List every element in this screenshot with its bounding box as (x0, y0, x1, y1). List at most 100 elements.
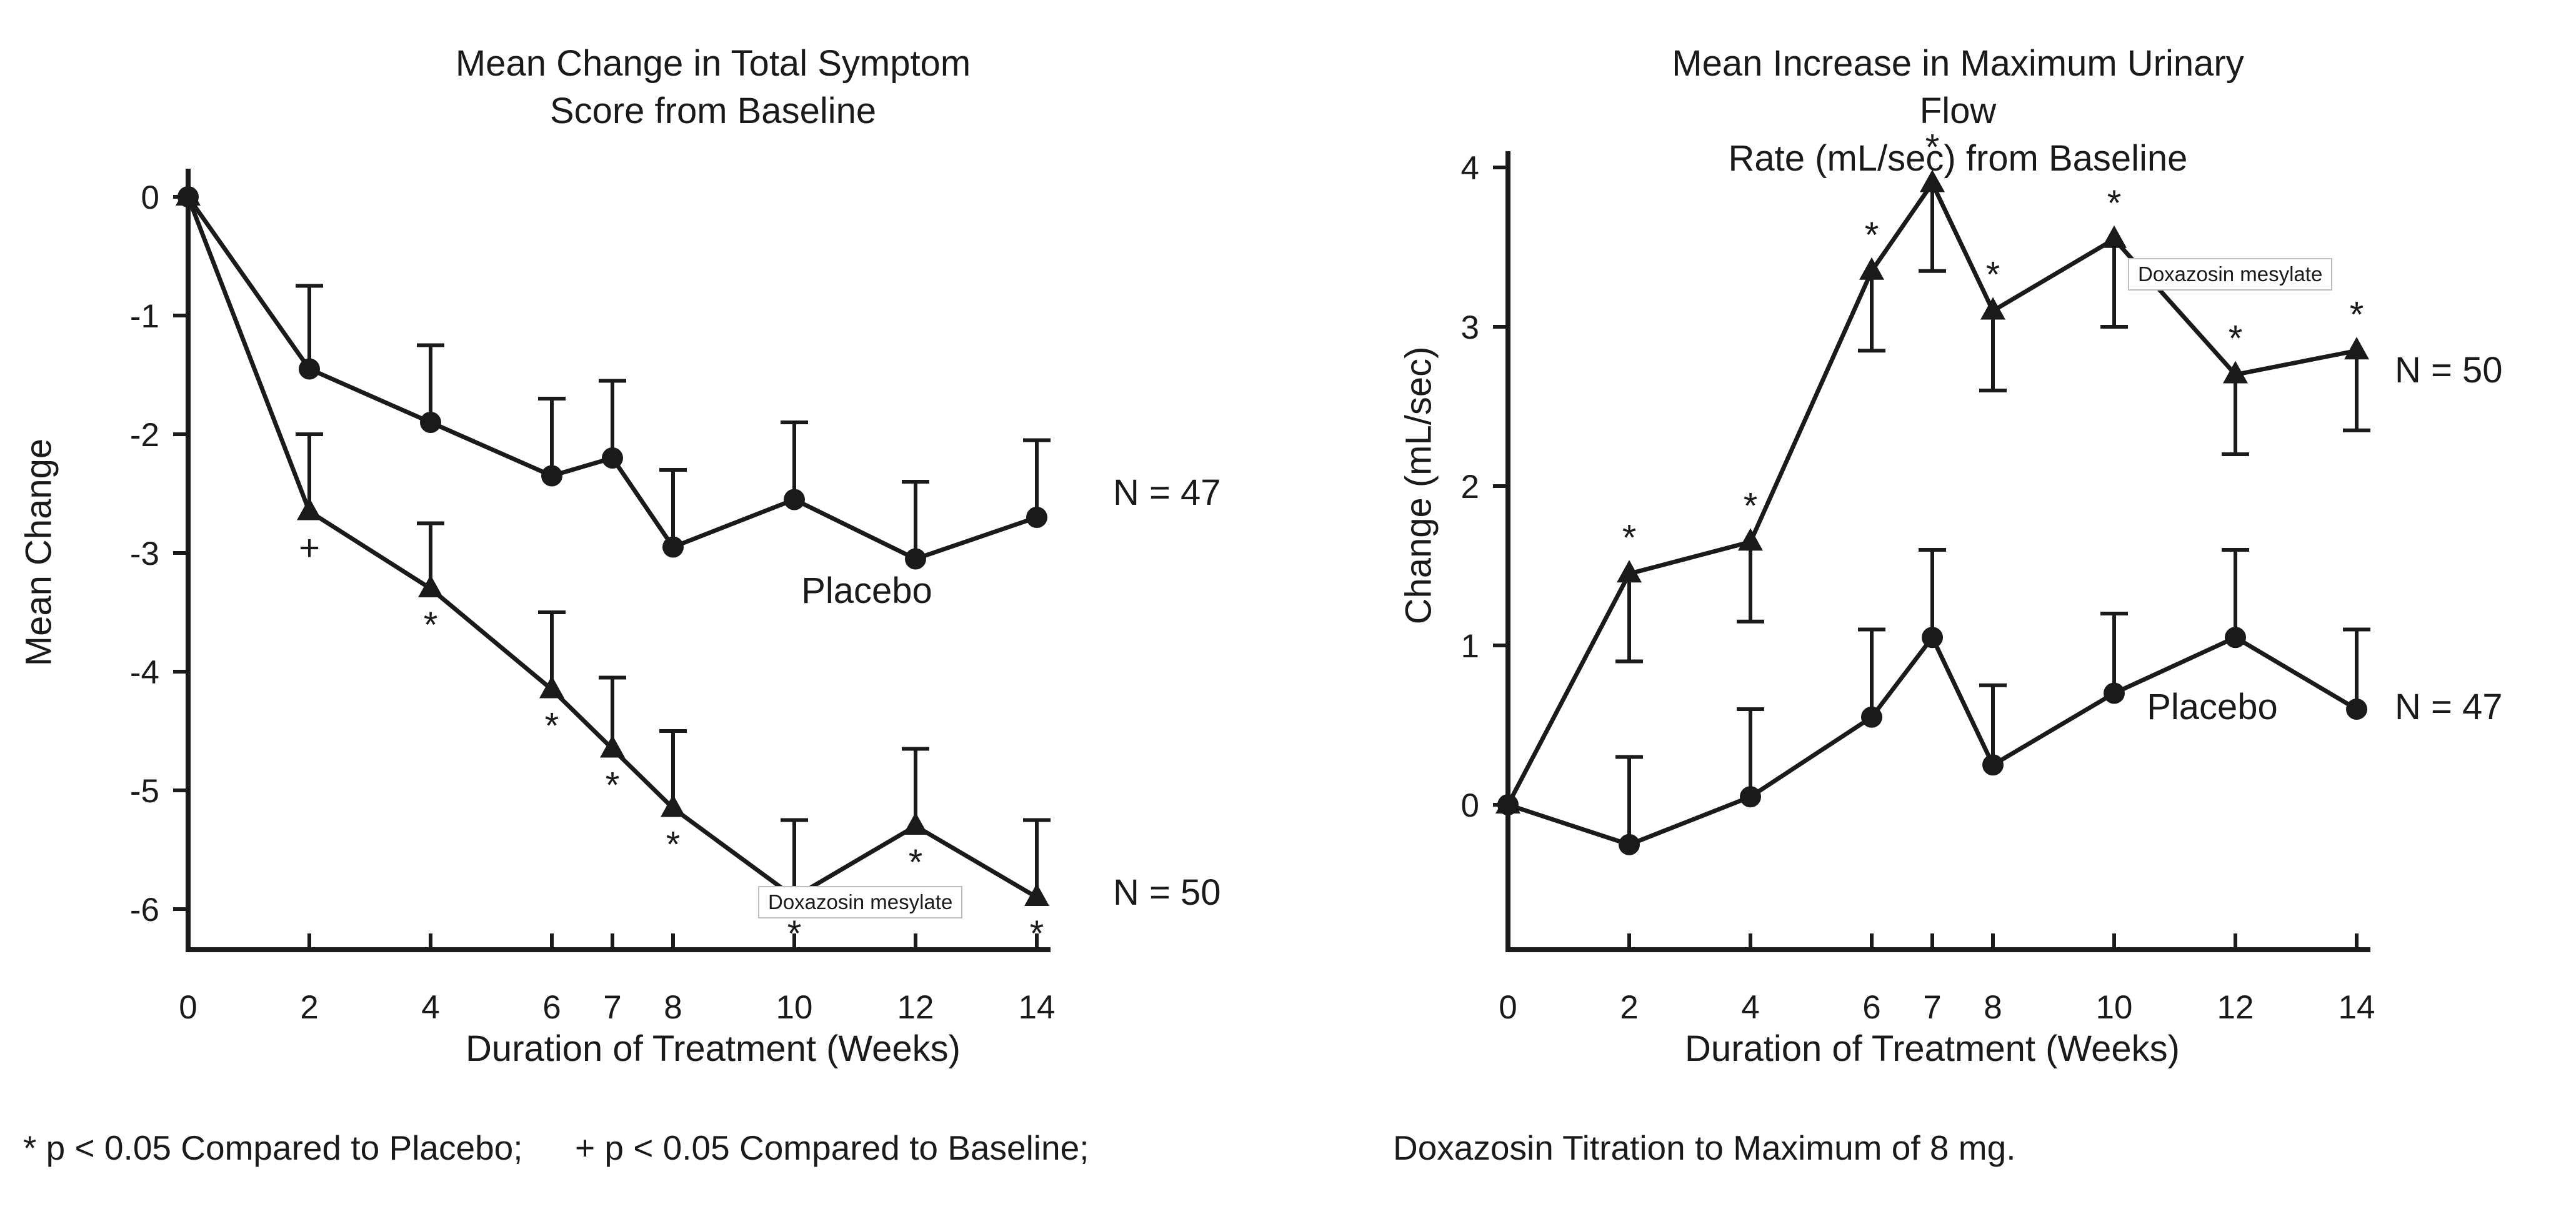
footnote-placebo-significance: * p < 0.05 Compared to Placebo; (23, 1128, 523, 1167)
circle-marker (1026, 507, 1047, 528)
circle-marker (2346, 699, 2367, 720)
significance-mark: * (1986, 255, 2000, 296)
right-placebo-n-count: N = 47 (2395, 687, 2503, 727)
y-tick-label: -3 (130, 535, 159, 572)
triangle-marker (2344, 337, 2369, 360)
significance-mark: * (1865, 215, 1879, 256)
x-tick-label: 14 (2339, 989, 2375, 1026)
y-tick-label: 0 (141, 179, 159, 216)
x-tick-label: 8 (1984, 989, 2002, 1026)
triangle-marker (1980, 297, 2005, 320)
x-tick-label: 12 (897, 989, 934, 1026)
triangle-marker (2102, 225, 2127, 248)
left-chart-xlabel: Duration of Treatment (Weeks) (466, 1028, 961, 1069)
x-tick-label: 0 (179, 989, 197, 1026)
right-doxazosin-n-count: N = 50 (2395, 350, 2503, 391)
circle-marker (1982, 754, 2004, 776)
right-doxazosin-label: Doxazosin mesylate (2128, 258, 2333, 291)
significance-mark: + (299, 528, 320, 569)
circle-marker (662, 536, 684, 558)
right-chart-xlabel: Duration of Treatment (Weeks) (1685, 1028, 2180, 1069)
y-tick-label: -5 (130, 773, 159, 810)
y-tick-label: 4 (1461, 150, 1479, 187)
triangle-marker (1738, 528, 1763, 551)
circle-marker (2225, 627, 2246, 649)
x-tick-label: 0 (1499, 989, 1517, 1026)
triangle-marker (1024, 883, 1049, 906)
x-tick-label: 14 (1019, 989, 1056, 1026)
significance-mark: * (2107, 183, 2122, 224)
x-tick-label: 10 (776, 989, 813, 1026)
significance-mark: * (2229, 319, 2243, 359)
series-line-circle (1507, 633, 2358, 847)
x-tick-label: 7 (1923, 989, 1941, 1026)
x-tick-label: 4 (421, 989, 439, 1026)
triangle-marker (2223, 361, 2248, 384)
left-placebo-n-count: N = 47 (1113, 472, 1221, 513)
triangle-marker (1859, 257, 1884, 280)
triangle-marker (418, 575, 443, 597)
x-tick-label: 7 (603, 989, 621, 1026)
left-chart-title: Mean Change in Total Symptom Score from … (455, 43, 971, 131)
significance-mark: * (606, 765, 620, 806)
significance-mark: * (1622, 517, 1637, 558)
y-tick-label: -4 (130, 654, 159, 691)
circle-marker (299, 358, 320, 380)
triangle-marker (1495, 791, 1520, 813)
triangle-marker (661, 794, 686, 817)
circle-marker (602, 447, 623, 469)
left-chart-ylabel: Mean Change (18, 438, 59, 667)
triangle-marker (1920, 169, 1945, 192)
y-tick-label: 0 (1461, 787, 1479, 824)
y-tick-label: -1 (130, 298, 159, 335)
x-tick-label: 10 (2096, 989, 2133, 1026)
circle-marker (905, 548, 926, 570)
circle-marker (1740, 786, 1761, 808)
y-tick-label: -2 (130, 417, 159, 454)
y-tick-label: 2 (1461, 469, 1479, 505)
significance-mark: * (424, 605, 438, 645)
right-placebo-label: Placebo (2147, 687, 2278, 727)
footnote-baseline-significance: + p < 0.05 Compared to Baseline; (575, 1128, 1089, 1167)
circle-marker (420, 412, 441, 433)
significance-mark: * (1925, 127, 1940, 168)
triangle-marker (297, 497, 322, 520)
y-tick-label: 3 (1461, 309, 1479, 346)
footnote-titration: Doxazosin Titration to Maximum of 8 mg. (1393, 1128, 2016, 1167)
significance-mark: * (909, 842, 923, 883)
circle-marker (1619, 833, 1640, 855)
left-doxazosin-n-count: N = 50 (1113, 872, 1221, 913)
x-tick-label: 4 (1741, 989, 1759, 1026)
triangle-marker (176, 183, 201, 206)
triangle-marker (903, 812, 928, 835)
x-tick-label: 6 (542, 989, 561, 1026)
significance-mark: * (545, 706, 559, 747)
triangle-marker (539, 675, 564, 699)
x-tick-label: 6 (1862, 989, 1880, 1026)
triangle-marker (1617, 560, 1642, 583)
x-tick-label: 2 (1620, 989, 1638, 1026)
circle-marker (2104, 682, 2125, 704)
significance-mark: * (1030, 913, 1044, 954)
y-tick-label: 1 (1461, 628, 1479, 665)
significance-mark: * (666, 825, 681, 865)
circle-marker (541, 465, 562, 487)
x-tick-label: 8 (664, 989, 682, 1026)
y-tick-label: -6 (130, 892, 159, 928)
significance-mark: * (2350, 294, 2364, 335)
triangle-marker (600, 735, 625, 758)
series-line-circle (186, 195, 1038, 562)
circle-marker (784, 489, 805, 510)
significance-mark: * (787, 913, 802, 954)
right-chart-ylabel: Change (mL/sec) (1398, 346, 1439, 625)
significance-mark: * (1744, 485, 1758, 526)
right-chart-title: Mean Increase in Maximum Urinary Flow Ra… (1672, 43, 2244, 179)
left-placebo-label: Placebo (801, 570, 932, 611)
circle-marker (1861, 706, 1882, 728)
left-doxazosin-label: Doxazosin mesylate (758, 886, 963, 918)
circle-marker (1922, 627, 1943, 649)
x-tick-label: 2 (300, 989, 318, 1026)
x-tick-label: 12 (2217, 989, 2254, 1026)
